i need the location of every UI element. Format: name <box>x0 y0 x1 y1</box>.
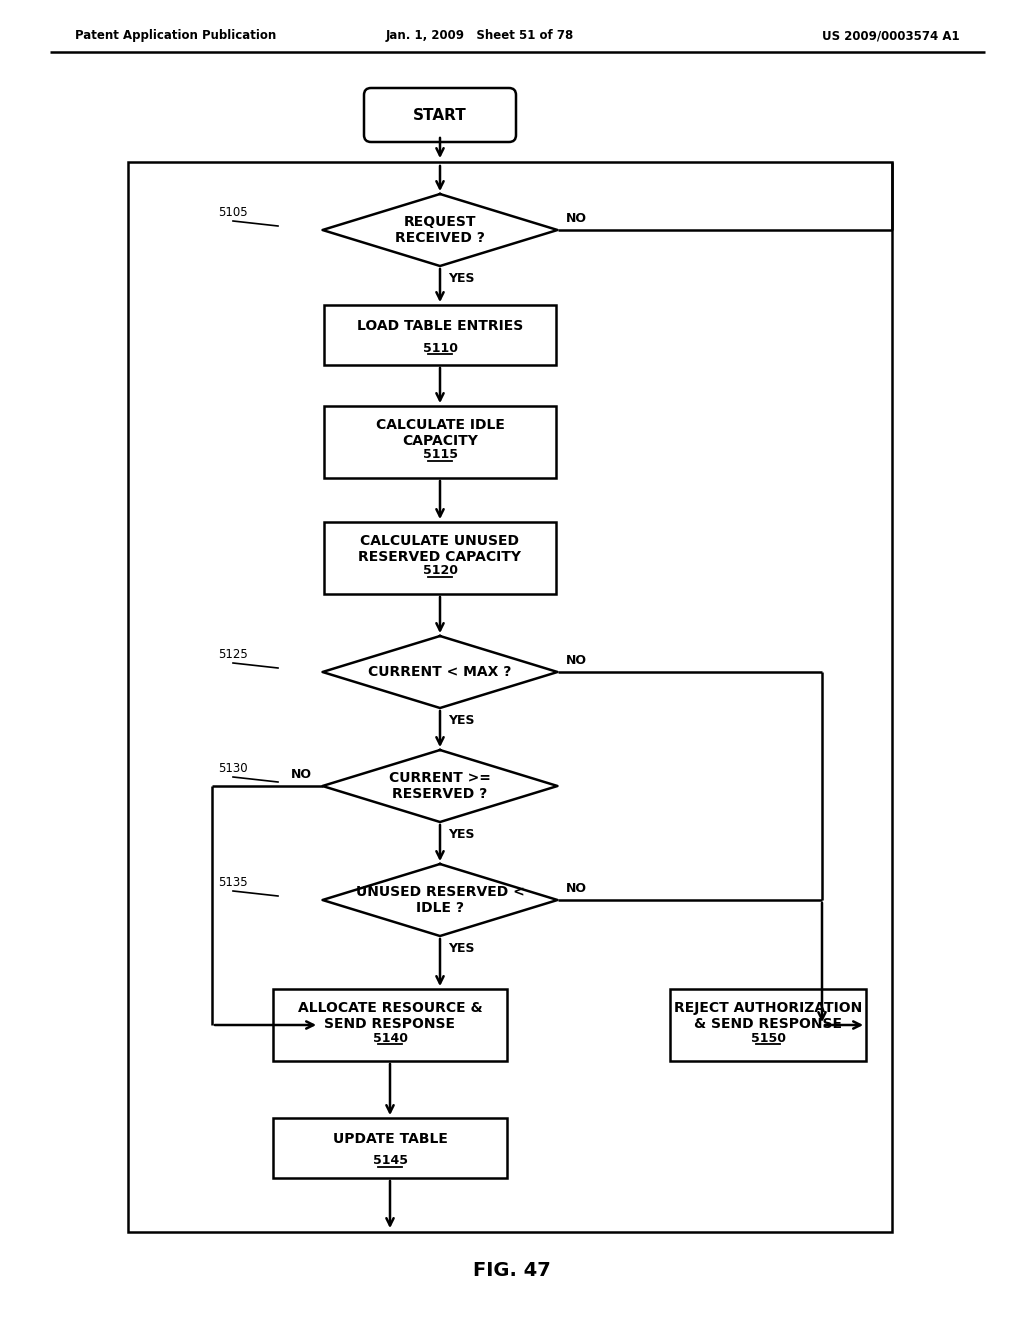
Text: US 2009/0003574 A1: US 2009/0003574 A1 <box>822 29 961 42</box>
Text: START: START <box>413 107 467 123</box>
Text: NO: NO <box>291 768 311 781</box>
Text: Patent Application Publication: Patent Application Publication <box>75 29 276 42</box>
Text: FIG. 47: FIG. 47 <box>473 1261 551 1279</box>
Text: CALCULATE IDLE
CAPACITY: CALCULATE IDLE CAPACITY <box>376 418 505 447</box>
Text: CALCULATE UNUSED
RESERVED CAPACITY: CALCULATE UNUSED RESERVED CAPACITY <box>358 533 521 564</box>
Text: 5140: 5140 <box>373 1031 408 1044</box>
Text: 5150: 5150 <box>751 1031 785 1044</box>
Bar <box>273 989 507 1061</box>
Bar <box>128 162 892 1232</box>
Text: YES: YES <box>449 828 474 841</box>
Text: CURRENT < MAX ?: CURRENT < MAX ? <box>369 665 512 678</box>
Text: NO: NO <box>565 213 587 224</box>
Text: NO: NO <box>565 882 587 895</box>
Bar <box>324 407 556 478</box>
FancyBboxPatch shape <box>364 88 516 143</box>
Text: YES: YES <box>449 272 474 285</box>
Text: YES: YES <box>449 942 474 954</box>
Text: NO: NO <box>565 653 587 667</box>
Text: REJECT AUTHORIZATION
& SEND RESPONSE: REJECT AUTHORIZATION & SEND RESPONSE <box>674 1001 862 1031</box>
Text: UPDATE TABLE: UPDATE TABLE <box>333 1133 447 1146</box>
Text: REQUEST
RECEIVED ?: REQUEST RECEIVED ? <box>395 215 485 246</box>
Text: 5125: 5125 <box>218 648 248 661</box>
Text: 5135: 5135 <box>218 876 248 888</box>
Text: 5115: 5115 <box>423 449 458 462</box>
Text: Jan. 1, 2009   Sheet 51 of 78: Jan. 1, 2009 Sheet 51 of 78 <box>386 29 574 42</box>
Text: UNUSED RESERVED <
IDLE ?: UNUSED RESERVED < IDLE ? <box>355 884 524 915</box>
Text: 5105: 5105 <box>218 206 248 219</box>
Text: 5110: 5110 <box>423 342 458 355</box>
Text: 5130: 5130 <box>218 762 248 775</box>
Text: CURRENT >=
RESERVED ?: CURRENT >= RESERVED ? <box>389 771 490 801</box>
Bar <box>324 521 556 594</box>
Bar <box>324 305 556 366</box>
Text: YES: YES <box>449 714 474 727</box>
Bar <box>670 989 866 1061</box>
Text: LOAD TABLE ENTRIES: LOAD TABLE ENTRIES <box>357 319 523 333</box>
Text: 5120: 5120 <box>423 565 458 578</box>
Text: 5145: 5145 <box>373 1155 408 1167</box>
Bar <box>273 1118 507 1177</box>
Text: ALLOCATE RESOURCE &
SEND RESPONSE: ALLOCATE RESOURCE & SEND RESPONSE <box>298 1001 482 1031</box>
